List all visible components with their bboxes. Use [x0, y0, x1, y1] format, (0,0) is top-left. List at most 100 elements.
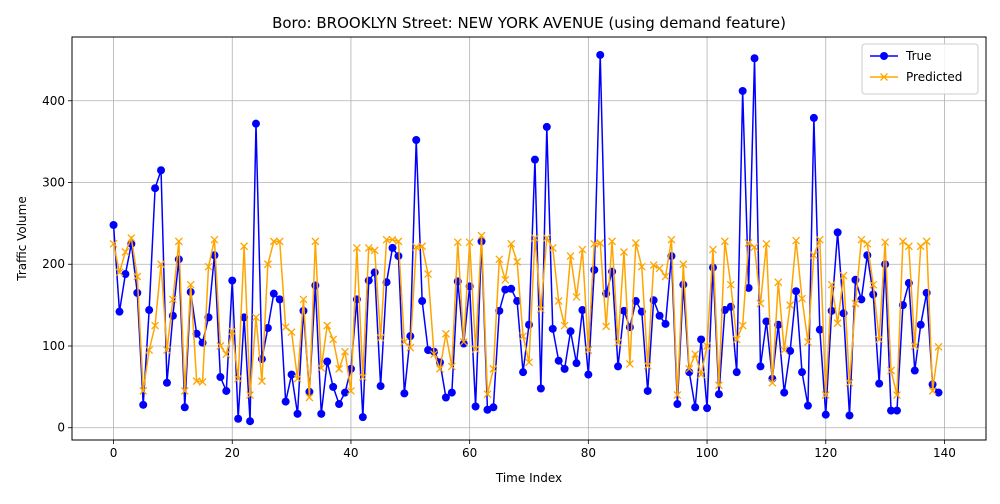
data-point-predicted [252, 313, 260, 322]
data-point-predicted [346, 386, 355, 395]
data-point-predicted [228, 327, 237, 336]
data-point-predicted [483, 390, 492, 399]
data-point-true [109, 221, 118, 230]
data-point-predicted [833, 319, 842, 328]
x-tick-label: 100 [696, 446, 719, 460]
data-point-predicted [436, 364, 444, 373]
data-point-predicted [875, 335, 884, 344]
data-point-predicted [447, 362, 456, 371]
data-point-predicted [679, 260, 688, 269]
data-point-predicted [691, 350, 700, 359]
data-point-predicted [560, 321, 569, 330]
data-point-true [566, 327, 575, 336]
data-point-true [661, 319, 670, 328]
data-point-true [875, 379, 884, 388]
data-point-predicted [293, 374, 302, 383]
data-point-predicted [863, 239, 872, 248]
data-point-predicted [157, 260, 165, 269]
data-point-true [234, 414, 243, 423]
data-point-predicted [744, 239, 753, 247]
data-point-predicted [234, 374, 243, 383]
data-point-true [240, 313, 249, 322]
data-point-predicted [798, 294, 806, 303]
data-point-predicted [898, 237, 907, 246]
data-point-predicted [453, 238, 462, 247]
legend: True Predicted [861, 43, 979, 95]
data-point-predicted [732, 335, 741, 344]
data-point-true [578, 306, 587, 315]
data-point-predicted [572, 292, 581, 301]
data-point-predicted [685, 364, 694, 373]
data-point-true [590, 265, 599, 274]
data-point-true [798, 368, 807, 377]
data-point-true [228, 276, 237, 285]
data-point-true [792, 287, 801, 296]
data-point-true [323, 357, 332, 366]
data-point-true [525, 320, 533, 329]
data-point-predicted [703, 342, 712, 350]
data-point-predicted [216, 342, 225, 350]
data-point-true [614, 362, 623, 371]
y-tick-label: 0 [57, 421, 65, 435]
data-point-predicted [714, 381, 723, 390]
x-tick-label: 20 [225, 446, 240, 460]
data-point-predicted [257, 377, 266, 386]
series-layer [109, 50, 943, 426]
data-point-predicted [163, 346, 171, 355]
data-point-predicted [762, 239, 771, 248]
data-point-predicted [341, 347, 349, 356]
data-point-true [418, 297, 427, 306]
data-point-true [869, 290, 878, 299]
data-point-predicted [287, 328, 296, 337]
data-point-predicted [168, 295, 177, 304]
y-tick-label: 100 [42, 339, 65, 353]
data-point-true [162, 378, 171, 387]
data-point-predicted [851, 299, 860, 308]
data-point-predicted [477, 231, 486, 240]
legend-marker-predicted [880, 73, 888, 81]
data-point-predicted [934, 342, 943, 351]
data-point-predicted [513, 257, 522, 266]
data-point-predicted [774, 278, 783, 287]
data-point-predicted [180, 386, 189, 395]
data-point-predicted [584, 346, 593, 355]
y-axis-label: Traffic Volume [15, 196, 29, 282]
data-point-predicted [821, 391, 830, 400]
data-point-true [293, 409, 302, 418]
data-point-predicted [845, 378, 854, 387]
data-point-true [572, 359, 581, 368]
data-point-predicted [530, 234, 539, 243]
data-point-predicted [809, 251, 818, 260]
data-point-predicted [608, 237, 617, 246]
data-point-true [673, 400, 682, 409]
data-point-true [732, 368, 741, 377]
data-point-predicted [697, 370, 706, 379]
data-point-predicted [281, 323, 290, 332]
data-point-true [536, 384, 545, 393]
data-point-predicted [109, 239, 118, 248]
data-point-predicted [471, 345, 480, 354]
data-point-true [703, 404, 712, 413]
data-point-true [691, 403, 700, 412]
data-point-true [857, 295, 866, 304]
data-point-true [376, 382, 385, 391]
data-point-predicted [263, 260, 272, 269]
data-point-true [619, 306, 628, 315]
data-point-true [738, 86, 747, 95]
y-tick-label: 400 [42, 94, 65, 108]
data-point-predicted [815, 235, 824, 244]
data-point-predicted [186, 280, 195, 289]
data-point-predicted [210, 235, 219, 244]
data-point-true [530, 155, 539, 164]
data-point-true [317, 409, 326, 418]
data-point-true [679, 280, 688, 289]
data-point-predicted [335, 364, 344, 373]
data-point-predicted [133, 272, 142, 281]
data-point-predicted [204, 262, 213, 271]
data-point-true [388, 243, 397, 252]
legend-label-predicted: Predicted [906, 70, 962, 84]
data-point-predicted [525, 358, 533, 367]
data-point-true [513, 297, 522, 306]
data-point-true [151, 184, 160, 193]
